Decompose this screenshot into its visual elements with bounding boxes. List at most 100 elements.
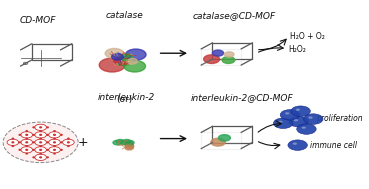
Circle shape [21,147,32,153]
Circle shape [40,134,41,135]
Circle shape [19,142,21,143]
Text: (or): (or) [116,95,132,104]
Text: proliferation: proliferation [316,114,363,123]
Circle shape [105,48,124,58]
Circle shape [35,139,46,146]
Circle shape [124,60,145,72]
Circle shape [40,149,41,150]
Circle shape [125,49,146,60]
Circle shape [288,140,307,150]
Text: H₂O₂: H₂O₂ [288,45,306,54]
Circle shape [61,142,62,143]
Circle shape [40,138,41,139]
Circle shape [297,124,316,134]
Circle shape [68,138,69,139]
Circle shape [116,139,124,144]
Circle shape [21,139,32,146]
Circle shape [33,157,34,158]
Circle shape [47,157,48,158]
Circle shape [273,118,293,129]
Circle shape [33,127,34,128]
Text: +: + [78,136,88,149]
Circle shape [26,153,27,154]
Circle shape [12,142,14,143]
Circle shape [47,127,48,128]
Circle shape [63,139,74,146]
Circle shape [224,52,234,57]
Polygon shape [201,132,241,149]
Circle shape [218,135,230,141]
Text: H₂O + O₂: H₂O + O₂ [290,32,325,41]
Circle shape [204,55,220,64]
Circle shape [19,149,21,150]
Text: interleukin-2@CD-MOF: interleukin-2@CD-MOF [191,93,294,102]
Circle shape [12,138,14,139]
Circle shape [49,147,60,153]
Circle shape [304,114,323,124]
Circle shape [54,131,55,132]
Circle shape [54,149,55,150]
Text: catalase@CD-MOF: catalase@CD-MOF [192,11,276,20]
Circle shape [26,138,27,139]
Circle shape [26,134,28,135]
Circle shape [35,132,46,138]
Circle shape [99,58,125,72]
Circle shape [124,141,132,145]
Text: catalase: catalase [106,11,144,20]
Circle shape [54,138,55,139]
Circle shape [26,131,27,132]
Circle shape [294,119,298,121]
Circle shape [47,142,48,143]
Circle shape [54,153,55,154]
Circle shape [61,149,62,150]
Circle shape [54,142,55,143]
Circle shape [7,139,19,146]
Circle shape [120,140,128,145]
Circle shape [35,147,46,153]
Circle shape [211,138,225,146]
Text: interleukin-2: interleukin-2 [97,93,155,102]
Circle shape [49,132,60,138]
Circle shape [68,142,69,143]
Circle shape [54,134,55,135]
Circle shape [35,154,46,160]
Circle shape [280,110,300,120]
Circle shape [289,116,308,127]
Circle shape [21,132,32,138]
Circle shape [40,157,41,158]
Text: immune cell: immune cell [310,141,358,150]
Circle shape [47,149,48,150]
Circle shape [125,145,134,150]
Text: CD-MOF: CD-MOF [20,16,56,25]
Circle shape [127,58,137,64]
Circle shape [291,106,310,116]
Circle shape [114,57,129,65]
Circle shape [125,142,134,147]
Circle shape [40,131,41,132]
Circle shape [26,149,28,150]
Circle shape [33,149,34,150]
Circle shape [278,121,283,123]
Circle shape [301,126,306,129]
Circle shape [33,142,34,143]
Circle shape [293,143,297,145]
Polygon shape [201,49,241,65]
Circle shape [120,54,133,61]
Circle shape [123,139,131,144]
Circle shape [49,139,60,146]
Circle shape [40,153,41,154]
Circle shape [3,122,78,163]
Circle shape [126,140,134,145]
Circle shape [111,54,124,60]
Circle shape [213,50,224,56]
Circle shape [26,142,28,143]
Circle shape [40,142,41,143]
Circle shape [125,144,134,148]
Circle shape [113,140,121,145]
Circle shape [222,57,235,64]
Circle shape [35,124,46,130]
Circle shape [308,116,313,119]
Circle shape [285,112,289,115]
Circle shape [296,108,300,111]
Circle shape [40,127,41,128]
